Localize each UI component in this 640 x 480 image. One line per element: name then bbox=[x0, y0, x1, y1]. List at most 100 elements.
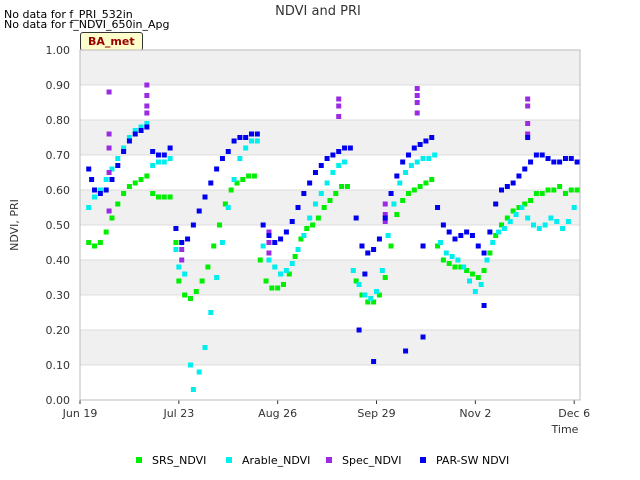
data-point bbox=[272, 240, 278, 245]
data-point bbox=[432, 152, 438, 158]
data-point bbox=[481, 268, 487, 273]
y-tick-label: 0.80 bbox=[46, 114, 71, 127]
data-point bbox=[414, 110, 420, 116]
data-point bbox=[475, 275, 481, 280]
data-point bbox=[266, 229, 272, 235]
data-point bbox=[333, 191, 339, 196]
data-point bbox=[182, 292, 188, 298]
data-point bbox=[371, 299, 377, 305]
data-point bbox=[144, 82, 150, 88]
data-point bbox=[155, 152, 161, 158]
legend: SRS_NDVI Arable_NDVI Spec_NDVI PAR-SW NDVI bbox=[136, 454, 509, 467]
data-point bbox=[344, 184, 350, 189]
data-point bbox=[260, 243, 266, 249]
data-point bbox=[278, 236, 284, 242]
data-point bbox=[126, 138, 132, 144]
data-point bbox=[490, 240, 496, 245]
y-tick-label: 0.00 bbox=[46, 394, 71, 407]
data-point bbox=[132, 128, 138, 133]
data-point bbox=[150, 149, 156, 154]
data-point bbox=[251, 173, 257, 179]
data-point bbox=[121, 145, 127, 151]
data-point bbox=[353, 215, 359, 221]
data-point bbox=[362, 292, 368, 298]
data-point bbox=[376, 236, 382, 242]
data-point bbox=[493, 201, 499, 207]
data-point bbox=[382, 212, 388, 217]
data-point bbox=[283, 268, 289, 273]
data-point bbox=[522, 166, 528, 172]
data-point bbox=[161, 194, 167, 200]
data-point bbox=[336, 114, 342, 119]
data-point bbox=[321, 205, 327, 210]
data-point bbox=[504, 184, 510, 189]
data-point bbox=[231, 138, 237, 144]
data-point bbox=[109, 177, 115, 182]
data-point bbox=[86, 205, 92, 210]
data-point bbox=[144, 93, 150, 98]
data-point bbox=[330, 170, 336, 175]
data-point bbox=[379, 268, 385, 273]
data-point bbox=[420, 334, 426, 340]
data-point bbox=[557, 184, 563, 189]
data-point bbox=[214, 275, 220, 280]
data-point bbox=[144, 124, 150, 130]
data-point bbox=[310, 222, 316, 228]
data-point bbox=[405, 152, 411, 158]
data-point bbox=[429, 177, 435, 182]
data-point bbox=[126, 135, 132, 140]
data-point bbox=[336, 103, 342, 109]
data-point bbox=[446, 229, 452, 235]
data-point bbox=[382, 215, 388, 221]
data-point bbox=[86, 166, 92, 172]
x-tick-label: Sep 29 bbox=[357, 407, 395, 420]
data-point bbox=[362, 271, 368, 277]
data-point bbox=[196, 208, 202, 214]
data-point bbox=[179, 257, 185, 263]
y-axis-label: NDVI, PRI bbox=[8, 199, 21, 251]
data-point bbox=[336, 163, 342, 168]
data-point bbox=[437, 240, 443, 245]
x-tick-label: Aug 26 bbox=[258, 407, 297, 420]
data-point bbox=[414, 159, 420, 165]
data-point bbox=[237, 135, 243, 140]
data-point bbox=[539, 191, 545, 196]
data-point bbox=[257, 257, 263, 263]
data-point bbox=[202, 345, 208, 350]
data-point bbox=[365, 250, 371, 256]
data-point bbox=[266, 257, 272, 263]
data-point bbox=[374, 289, 380, 294]
data-point bbox=[103, 229, 109, 235]
data-point bbox=[272, 264, 278, 270]
data-point bbox=[275, 285, 281, 291]
data-point bbox=[420, 243, 426, 249]
data-point bbox=[510, 208, 516, 214]
data-point bbox=[501, 226, 507, 231]
y-tick-label: 0.10 bbox=[46, 359, 71, 372]
data-point bbox=[388, 243, 394, 249]
plot-bands bbox=[80, 50, 580, 401]
data-point bbox=[283, 229, 289, 235]
data-point bbox=[144, 121, 150, 126]
data-point bbox=[225, 205, 231, 210]
data-point bbox=[449, 254, 455, 259]
data-point bbox=[516, 173, 522, 179]
data-point bbox=[571, 205, 577, 210]
grid-band bbox=[80, 50, 580, 85]
data-point bbox=[115, 156, 121, 161]
data-point bbox=[359, 243, 365, 249]
data-point bbox=[199, 278, 205, 284]
data-point bbox=[190, 222, 196, 228]
data-point bbox=[499, 222, 505, 228]
data-point bbox=[219, 240, 225, 245]
data-point bbox=[528, 198, 534, 203]
data-point bbox=[115, 201, 121, 207]
data-point bbox=[350, 268, 356, 273]
data-point bbox=[292, 254, 298, 259]
data-point bbox=[312, 170, 318, 175]
legend-swatch bbox=[136, 457, 142, 463]
data-point bbox=[243, 145, 249, 151]
data-point bbox=[440, 257, 446, 263]
y-tick-label: 0.50 bbox=[46, 219, 71, 232]
data-point bbox=[446, 261, 452, 266]
